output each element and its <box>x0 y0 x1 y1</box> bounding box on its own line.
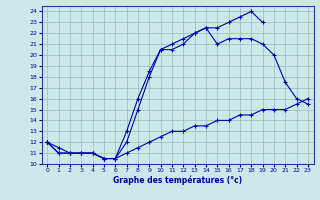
X-axis label: Graphe des températures (°c): Graphe des températures (°c) <box>113 176 242 185</box>
